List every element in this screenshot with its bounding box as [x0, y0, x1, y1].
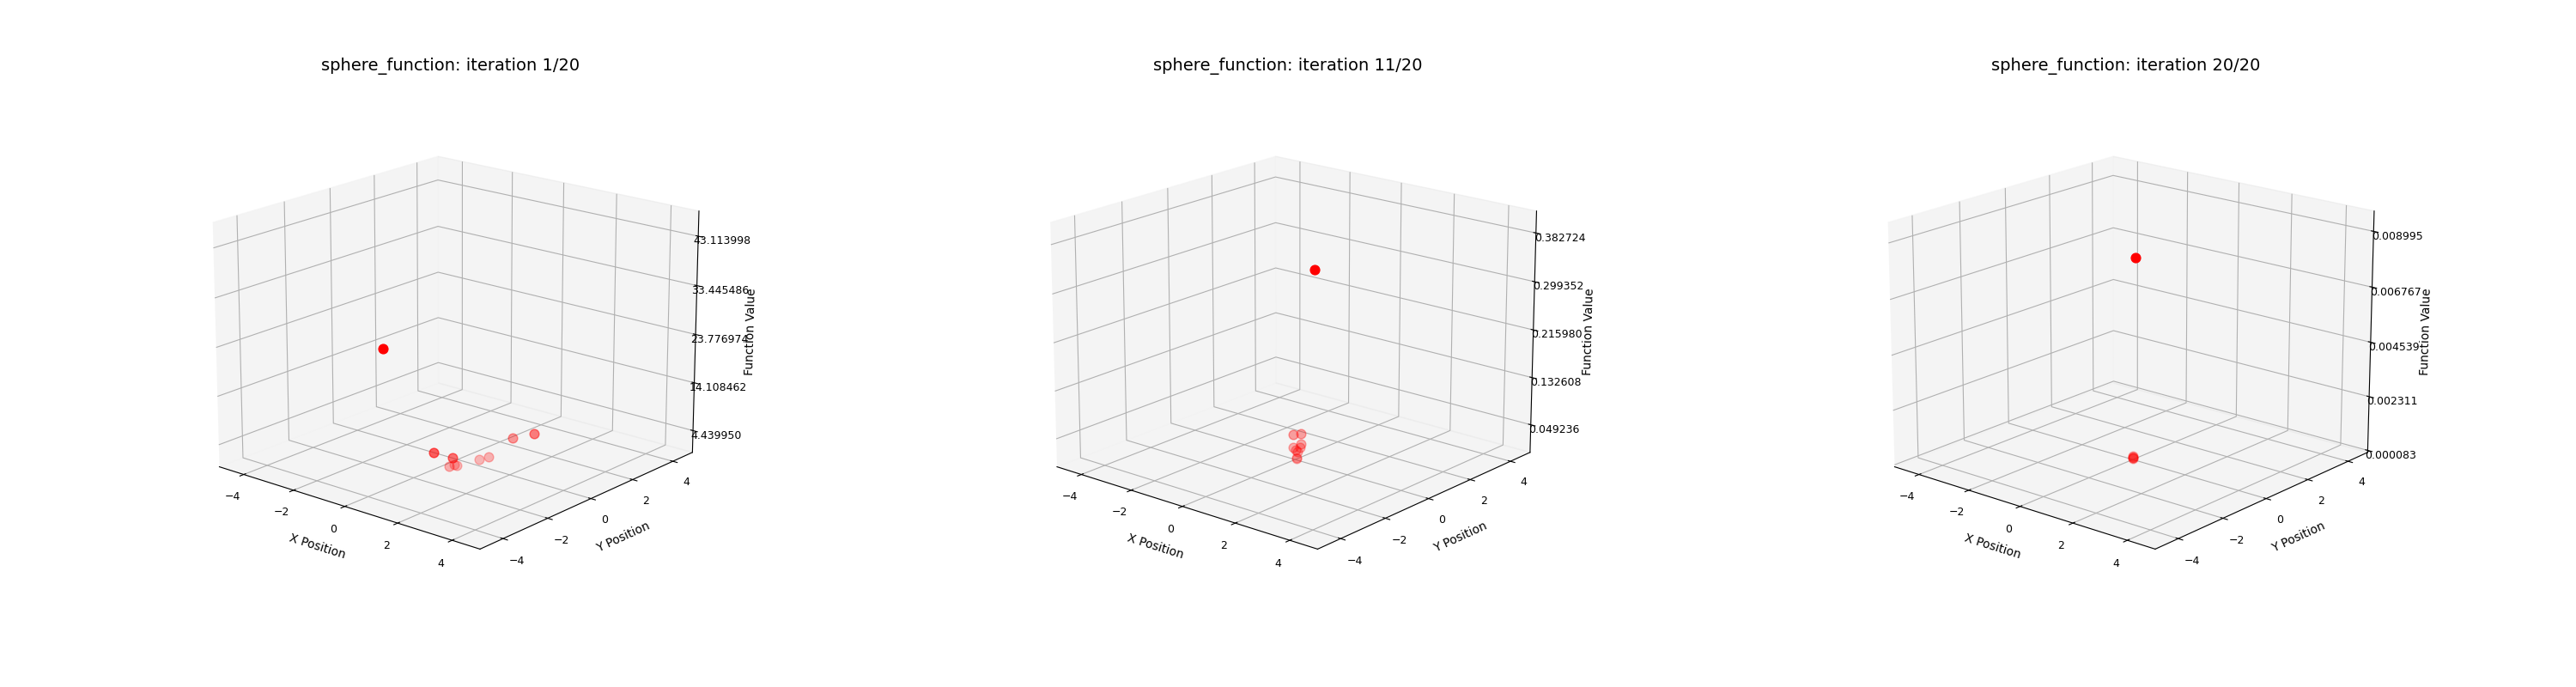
Y-axis label: Y Position: Y Position: [1432, 519, 1489, 554]
X-axis label: X Position: X Position: [1126, 532, 1185, 561]
Title: sphere_function: iteration 11/20: sphere_function: iteration 11/20: [1154, 58, 1422, 75]
Title: sphere_function: iteration 20/20: sphere_function: iteration 20/20: [1991, 58, 2259, 75]
X-axis label: X Position: X Position: [289, 532, 348, 561]
Y-axis label: Y Position: Y Position: [2269, 519, 2326, 554]
X-axis label: X Position: X Position: [1963, 532, 2022, 561]
Y-axis label: Y Position: Y Position: [595, 519, 652, 554]
Title: sphere_function: iteration 1/20: sphere_function: iteration 1/20: [322, 58, 580, 75]
